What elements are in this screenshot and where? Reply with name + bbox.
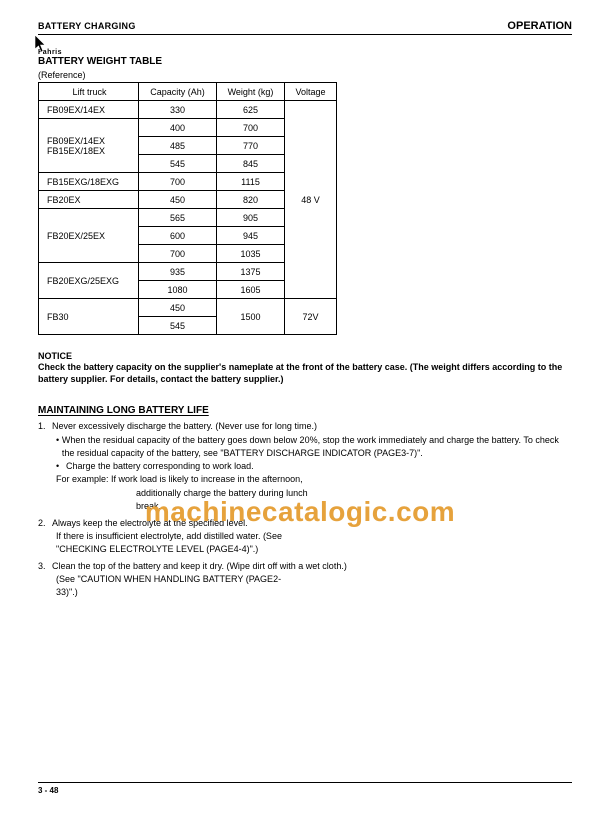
cell-cap: 700 (139, 245, 217, 263)
battery-weight-table: Lift truck Capacity (Ah) Weight (kg) Vol… (38, 82, 337, 335)
ex-l3: break. (136, 500, 572, 513)
ex-l1: For example: If work load is likely to i… (56, 473, 572, 486)
maint-1-b1: When the residual capacity of the batter… (62, 434, 572, 460)
maint-2-text: Always keep the electrolyte at the speci… (52, 518, 248, 528)
section-title: BATTERY WEIGHT TABLE (38, 56, 572, 67)
ex-l2: additionally charge the battery during l… (136, 487, 572, 500)
maint-item-3: 3.Clean the top of the battery and keep … (38, 560, 572, 599)
cell-wt: 945 (217, 227, 285, 245)
truck-g2-l1: FB09EX/14EX (47, 136, 132, 146)
header-right: OPERATION (507, 20, 572, 32)
cell-cap: 545 (139, 317, 217, 335)
cell-cap: 400 (139, 119, 217, 137)
cell-truck-group2: FB09EX/14EX FB15EX/18EX (39, 119, 139, 173)
cell-cap: 700 (139, 173, 217, 191)
maint-item-2: 2.Always keep the electrolyte at the spe… (38, 517, 572, 556)
maint-2-s2: "CHECKING ELECTROLYTE LEVEL (PAGE4-4)".) (56, 543, 572, 556)
cell-cap: 545 (139, 155, 217, 173)
reference-label: (Reference) (38, 70, 572, 80)
cell-cap: 450 (139, 191, 217, 209)
cell-cap: 935 (139, 263, 217, 281)
notice-block: NOTICE Check the battery capacity on the… (38, 351, 572, 385)
cell-wt: 1035 (217, 245, 285, 263)
header-left: BATTERY CHARGING (38, 21, 136, 31)
cell-truck: FB09EX/14EX (39, 101, 139, 119)
cell-cap: 600 (139, 227, 217, 245)
maint-3-s2: 33)".) (56, 586, 572, 599)
th-voltage: Voltage (285, 83, 337, 101)
cell-cap: 330 (139, 101, 217, 119)
page-footer: 3 - 48 (38, 782, 572, 795)
cell-truck-group4: FB20EX/25EX (39, 209, 139, 263)
cell-cap: 1080 (139, 281, 217, 299)
cell-wt: 1375 (217, 263, 285, 281)
truck-g2-l2: FB15EX/18EX (47, 146, 132, 156)
page-header: BATTERY CHARGING OPERATION (38, 20, 572, 35)
th-lift-truck: Lift truck (39, 83, 139, 101)
cell-wt: 845 (217, 155, 285, 173)
cell-voltage-48v: 48 V (285, 101, 337, 299)
cell-wt: 625 (217, 101, 285, 119)
cell-voltage-72v: 72V (285, 299, 337, 335)
notice-body: Check the battery capacity on the suppli… (38, 361, 572, 385)
maint-1-text: Never excessively discharge the battery.… (52, 421, 317, 431)
cell-wt: 1115 (217, 173, 285, 191)
cell-cap: 565 (139, 209, 217, 227)
cell-truck: FB30 (39, 299, 139, 335)
cell-wt-fb30: 1500 (217, 299, 285, 335)
title-block: Fahris BATTERY WEIGHT TABLE (38, 49, 572, 67)
cell-wt: 700 (217, 119, 285, 137)
cell-wt: 1605 (217, 281, 285, 299)
th-weight: Weight (kg) (217, 83, 285, 101)
cell-truck: FB20EX (39, 191, 139, 209)
th-capacity: Capacity (Ah) (139, 83, 217, 101)
maint-3-text: Clean the top of the battery and keep it… (52, 561, 347, 571)
maint-2-s1: If there is insufficient electrolyte, ad… (56, 530, 572, 543)
cell-wt: 820 (217, 191, 285, 209)
cell-wt: 770 (217, 137, 285, 155)
maint-3-s1: (See "CAUTION WHEN HANDLING BATTERY (PAG… (56, 573, 572, 586)
maint-1-b2: Charge the battery corresponding to work… (66, 460, 254, 473)
cell-wt: 905 (217, 209, 285, 227)
cell-truck: FB15EXG/18EXG (39, 173, 139, 191)
cell-cap: 485 (139, 137, 217, 155)
cell-truck: FB20EXG/25EXG (39, 263, 139, 299)
title-pretext: Fahris (38, 49, 572, 56)
maint-1-example: For example: If work load is likely to i… (56, 473, 572, 512)
maint-item-1: 1.Never excessively discharge the batter… (38, 420, 572, 512)
cursor-icon (34, 34, 48, 54)
maintaining-heading: MAINTAINING LONG BATTERY LIFE (38, 405, 572, 416)
cell-cap: 450 (139, 299, 217, 317)
maintaining-list: 1.Never excessively discharge the batter… (38, 420, 572, 599)
notice-heading: NOTICE (38, 351, 572, 361)
